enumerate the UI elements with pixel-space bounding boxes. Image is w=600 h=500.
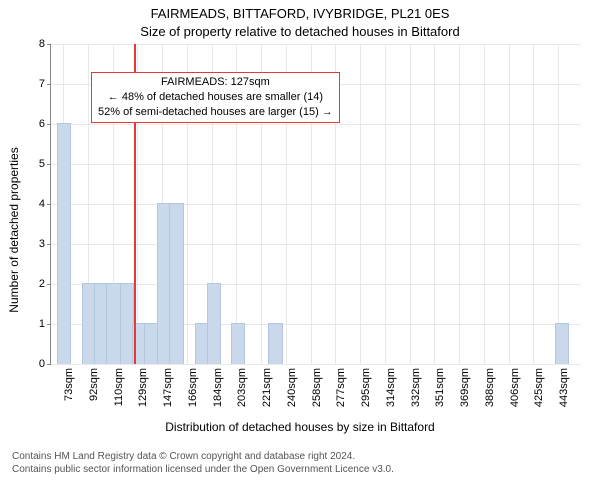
footer-line-2: Contains public sector information licen… bbox=[12, 463, 588, 476]
chart-container: FAIRMEADS, BITTAFORD, IVYBRIDGE, PL21 0E… bbox=[0, 0, 600, 500]
x-tick-label: 147sqm bbox=[162, 368, 174, 407]
x-tick-label: 110sqm bbox=[113, 368, 125, 406]
grid-line-horizontal bbox=[51, 44, 581, 45]
grid-line-horizontal bbox=[51, 124, 581, 125]
grid-line-vertical bbox=[385, 44, 386, 364]
chart-subtitle: Size of property relative to detached ho… bbox=[0, 24, 600, 39]
y-tick-mark bbox=[47, 164, 51, 165]
grid-line-horizontal bbox=[51, 244, 581, 245]
y-tick-label: 6 bbox=[39, 118, 45, 130]
y-tick-label: 3 bbox=[39, 238, 45, 250]
x-tick-label: 203sqm bbox=[236, 368, 248, 407]
y-tick-mark bbox=[47, 244, 51, 245]
x-tick-label: 277sqm bbox=[335, 368, 347, 407]
attribution-footer: Contains HM Land Registry data © Crown c… bbox=[0, 450, 600, 476]
x-tick-label: 166sqm bbox=[187, 368, 199, 407]
grid-line-vertical bbox=[459, 44, 460, 364]
grid-line-vertical bbox=[558, 44, 559, 364]
grid-line-horizontal bbox=[51, 364, 581, 365]
histogram-bar bbox=[268, 323, 282, 364]
x-tick-label: 129sqm bbox=[137, 368, 149, 407]
y-tick-label: 2 bbox=[39, 278, 45, 290]
annotation-line-property: FAIRMEADS: 127sqm bbox=[98, 75, 333, 90]
plot-area: FAIRMEADS: 127sqm ← 48% of detached hous… bbox=[50, 44, 581, 365]
x-axis-label: Distribution of detached houses by size … bbox=[0, 420, 600, 434]
grid-line-horizontal bbox=[51, 204, 581, 205]
histogram-bar bbox=[207, 283, 221, 364]
y-tick-label: 1 bbox=[39, 318, 45, 330]
x-tick-label: 425sqm bbox=[533, 368, 545, 407]
annotation-line-smaller: ← 48% of detached houses are smaller (14… bbox=[98, 90, 333, 105]
y-tick-label: 4 bbox=[39, 198, 45, 210]
y-tick-mark bbox=[47, 44, 51, 45]
y-tick-mark bbox=[47, 124, 51, 125]
grid-line-vertical bbox=[410, 44, 411, 364]
y-tick-label: 8 bbox=[39, 38, 45, 50]
y-tick-mark bbox=[47, 284, 51, 285]
grid-line-vertical bbox=[533, 44, 534, 364]
y-tick-mark bbox=[47, 364, 51, 365]
x-tick-label: 369sqm bbox=[459, 368, 471, 407]
histogram-bar bbox=[57, 123, 71, 364]
x-tick-label: 351sqm bbox=[434, 368, 446, 407]
y-tick-label: 0 bbox=[39, 358, 45, 370]
x-tick-label: 258sqm bbox=[311, 368, 323, 407]
y-tick-label: 5 bbox=[39, 158, 45, 170]
annotation-line-larger: 52% of semi-detached houses are larger (… bbox=[98, 105, 333, 120]
x-tick-label: 332sqm bbox=[410, 368, 422, 407]
x-tick-label: 406sqm bbox=[509, 368, 521, 407]
histogram-bar bbox=[106, 283, 120, 364]
x-tick-label: 184sqm bbox=[212, 368, 224, 407]
annotation-box: FAIRMEADS: 127sqm ← 48% of detached hous… bbox=[91, 72, 340, 123]
y-tick-mark bbox=[47, 204, 51, 205]
histogram-bar bbox=[169, 203, 183, 364]
x-tick-label: 92sqm bbox=[88, 368, 100, 401]
y-tick-mark bbox=[47, 84, 51, 85]
x-tick-label: 443sqm bbox=[558, 368, 570, 407]
histogram-bar bbox=[555, 323, 569, 364]
x-tick-label: 388sqm bbox=[484, 368, 496, 407]
x-tick-label: 221sqm bbox=[261, 368, 273, 407]
grid-line-vertical bbox=[484, 44, 485, 364]
footer-line-1: Contains HM Land Registry data © Crown c… bbox=[12, 450, 588, 463]
chart-title-address: FAIRMEADS, BITTAFORD, IVYBRIDGE, PL21 0E… bbox=[0, 6, 600, 21]
grid-line-vertical bbox=[509, 44, 510, 364]
x-tick-label: 314sqm bbox=[385, 368, 397, 407]
x-tick-label: 73sqm bbox=[63, 368, 75, 401]
histogram-bar bbox=[231, 323, 245, 364]
y-tick-mark bbox=[47, 324, 51, 325]
x-tick-label: 295sqm bbox=[360, 368, 372, 407]
grid-line-horizontal bbox=[51, 164, 581, 165]
x-tick-label: 240sqm bbox=[286, 368, 298, 407]
grid-line-vertical bbox=[434, 44, 435, 364]
histogram-bar bbox=[144, 323, 158, 364]
y-tick-label: 7 bbox=[39, 78, 45, 90]
y-axis-label: Number of detached properties bbox=[7, 147, 21, 312]
grid-line-vertical bbox=[360, 44, 361, 364]
